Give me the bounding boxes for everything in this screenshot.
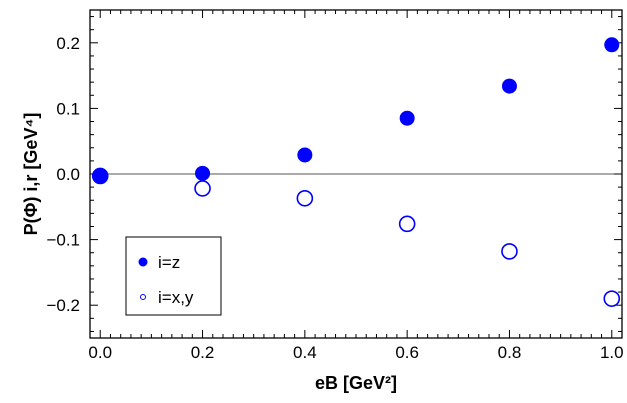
y-tick-label: −0.2 — [46, 296, 80, 315]
data-point-i-z — [297, 147, 313, 163]
y-tick-label: 0.0 — [56, 165, 80, 184]
x-tick-label: 0.4 — [293, 343, 317, 362]
legend-marker-i-xy — [140, 294, 146, 300]
y-tick-label: −0.1 — [46, 231, 80, 250]
y-axis-title: P(Φ) i,r [GeV⁴] — [21, 113, 41, 236]
legend-label: i=z — [158, 253, 180, 272]
x-tick-label: 0.2 — [191, 343, 215, 362]
legend-box — [125, 236, 222, 316]
legend-marker-i-z — [138, 257, 148, 267]
data-point-i-z — [195, 165, 211, 181]
y-tick-label: 0.1 — [56, 99, 80, 118]
data-point-i-z — [604, 37, 620, 53]
data-point-i-xy — [194, 180, 211, 197]
legend-label: i=x,y — [158, 288, 194, 307]
data-point-i-xy — [296, 189, 314, 207]
data-point-i-xy — [91, 167, 109, 185]
x-tick-label: 0.8 — [498, 343, 522, 362]
data-point-i-xy — [398, 215, 416, 233]
x-axis-title: eB [GeV²] — [315, 373, 397, 393]
y-tick-label: 0.2 — [56, 34, 80, 53]
x-tick-label: 0.6 — [395, 343, 419, 362]
x-tick-label: 0.0 — [88, 343, 112, 362]
x-tick-label: 1.0 — [600, 343, 624, 362]
data-point-i-xy — [603, 290, 621, 307]
data-point-i-z — [399, 110, 415, 126]
data-point-i-xy — [501, 243, 518, 260]
data-point-i-z — [501, 78, 517, 94]
